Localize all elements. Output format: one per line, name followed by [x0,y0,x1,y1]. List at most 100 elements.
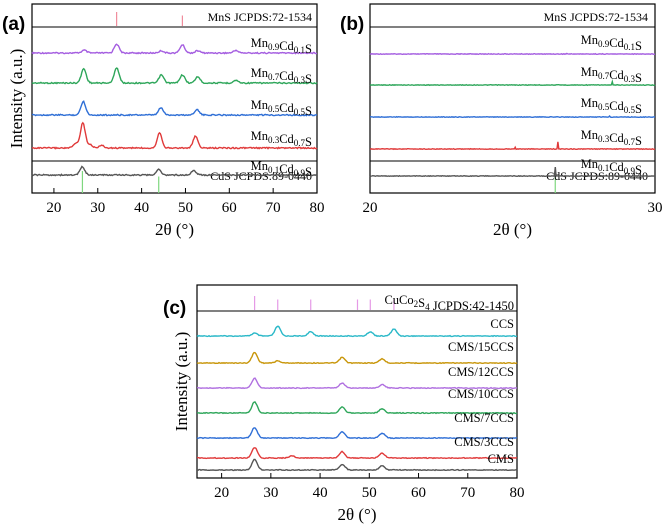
reference-label: CuCo2S4 JCPDS:42-1450 [384,293,514,313]
series-label-end: S [635,71,642,85]
plot-frame [369,3,656,194]
series-label-sub1: 0.9 [268,42,280,52]
series-line [31,43,318,55]
series-label: Mn0.5Cd0.5S [581,96,642,116]
series-label: Mn0.9Cd0.1S [251,36,312,56]
x-tick-label: 80 [310,200,325,216]
series-label-sub2: 0.3 [624,74,636,84]
reference-label-mid: S [418,296,425,310]
series-label-sub1: 0.5 [268,104,280,114]
x-tick-label: 50 [362,485,377,501]
series-label-mid: Cd [609,131,624,145]
reference-label: CdS JCPDS:89-0440 [210,169,312,183]
panel-label: (c) [163,298,186,319]
series-label-label_main: Mn [251,98,269,112]
series-line [196,401,518,415]
series-line [369,167,656,178]
x-tick-label: 30 [263,485,278,501]
reference-label-label_main: CuCo [384,293,413,307]
plot-frame [31,3,318,194]
series-label-end: S [635,39,642,53]
x-axis-title: 2θ (°) [493,220,532,239]
series-label-end: S [305,104,312,118]
x-axis-title: 2θ (°) [337,505,376,524]
reference-label-sub2: 4 [425,302,430,312]
x-tick-label: 40 [313,485,328,501]
panel-label: (b) [340,14,364,35]
series-label: CMS/3CCS [454,435,514,449]
series-line [369,141,656,151]
series-label-sub2: 0.7 [624,137,636,147]
y-axis-title: Intensity (a.u.) [7,49,26,149]
series-line [31,121,318,150]
series-label: CCS [490,317,514,331]
series-line [196,351,518,365]
reference-label: MnS JCPDS:72-1534 [208,10,312,24]
x-tick-label: 80 [510,485,525,501]
series-label-mid: Cd [609,160,624,174]
series-line [31,100,318,117]
series-label-sub2: 0.5 [624,105,636,115]
x-tick-label: 70 [460,485,475,501]
x-tick-label: 70 [266,200,281,216]
series-label: Mn0.1Cd0.9S [251,159,312,179]
series-label-end: S [305,72,312,86]
series-label-sub2: 0.9 [294,168,306,178]
x-tick-label: 30 [90,200,105,216]
x-tick-label: 40 [134,200,149,216]
series-line [369,52,656,56]
series-label-label_main: Mn [581,96,599,110]
series-label-sub2: 0.9 [624,166,636,176]
series-line [196,427,518,440]
series-label-end: S [635,134,642,148]
series-label-sub2: 0.5 [294,107,306,117]
reference-label-end: JCPDS:42-1450 [430,299,514,313]
series-label-mid: Cd [279,132,294,146]
series-label: Mn0.7Cd0.3S [251,66,312,86]
series-label-label_main: Mn [581,128,599,142]
series-label-end: S [635,102,642,116]
series-label-label_main: Mn [581,157,599,171]
panel-0: 20 30 40 50 60 70 80 2θ (°) Intensity (a.u.) (a) M… [2,3,325,239]
series-label: Mn0.1Cd0.9S [581,157,642,177]
series-label-mid: Cd [279,39,294,53]
series-label-label_main: Mn [251,66,269,80]
series-label-end: S [635,163,642,177]
panel-2: 20 30 40 50 60 70 80 2θ (°) Intensity (a.u.) (c) C… [163,284,525,524]
x-tick-label: 60 [411,485,426,501]
series-label-sub2: 0.1 [294,45,305,55]
x-tick-label: 60 [222,200,237,216]
series-label-sub1: 0.7 [268,72,280,82]
series-line [31,67,318,85]
x-tick-label: 20 [46,200,61,216]
plot-frame [196,284,518,479]
series-line [196,325,517,338]
series-line [196,377,518,390]
series-label-mid: Cd [609,99,624,113]
x-tick-label: 20 [214,485,229,501]
series-label-sub1: 0.7 [598,71,610,81]
series-label: Mn0.3Cd0.7S [581,128,642,148]
series-label-sub2: 0.7 [294,138,306,148]
series-label-mid: Cd [609,68,624,82]
x-axis-title: 2θ (°) [155,220,194,239]
series-label-mid: Cd [609,36,624,50]
series-line [196,447,518,460]
series-label-sub1: 0.9 [598,39,610,49]
x-tick-label: 50 [178,200,193,216]
series-label-sub1: 0.3 [268,135,280,145]
series-label: CMS/12CCS [448,365,514,379]
series-label: Mn0.3Cd0.7S [251,129,312,149]
series-label-sub2: 0.3 [294,75,306,85]
series-label: Mn0.5Cd0.5S [251,98,312,118]
series-label-mid: Cd [279,69,294,83]
series-label-label_main: Mn [251,159,269,173]
reference-label: MnS JCPDS:72-1534 [544,10,648,24]
series-label-mid: Cd [279,162,294,176]
series-line [196,458,518,472]
series-label: Mn0.9Cd0.1S [581,33,642,53]
series-label-sub2: 0.1 [624,42,635,52]
series-label: CMS/15CCS [448,340,514,354]
